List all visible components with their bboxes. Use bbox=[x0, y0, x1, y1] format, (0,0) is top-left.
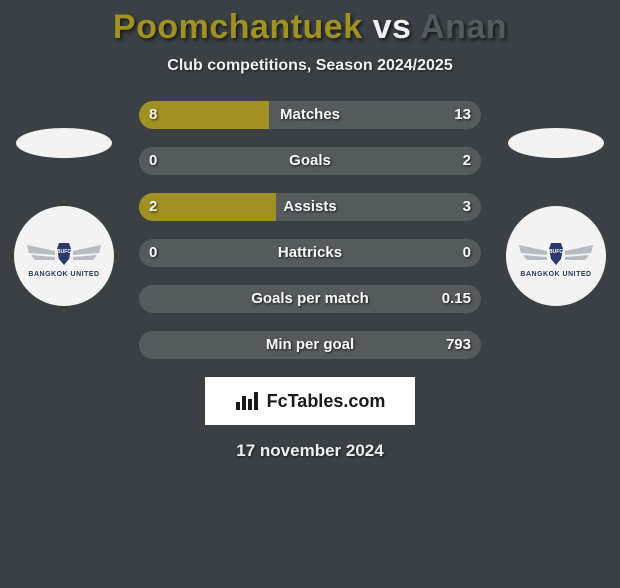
stat-row: 23Assists bbox=[139, 193, 481, 221]
title-vs: vs bbox=[363, 8, 420, 46]
player1-club-badge: BUFC BANGKOK UNITED bbox=[14, 206, 114, 306]
stat-label: Goals per match bbox=[139, 285, 481, 313]
player2-avatar bbox=[508, 128, 604, 158]
stats-container: 813Matches 02Goals 23Assists 00Hattricks 0.1… bbox=[139, 101, 481, 359]
stat-label: Min per goal bbox=[139, 331, 481, 359]
branding-text: FcTables.com bbox=[267, 391, 386, 412]
title: Poomchantuek vs Anan bbox=[0, 8, 620, 47]
svg-text:BUFC: BUFC bbox=[57, 249, 71, 255]
player-right-column: BUFC BANGKOK UNITED bbox=[506, 128, 606, 306]
wings-icon: BUFC bbox=[25, 235, 103, 269]
player1-club-name: BANGKOK UNITED bbox=[28, 271, 99, 278]
stat-label: Matches bbox=[139, 101, 481, 129]
wings-icon: BUFC bbox=[517, 235, 595, 269]
branding-box: FcTables.com bbox=[205, 377, 415, 425]
stat-row: 793Min per goal bbox=[139, 331, 481, 359]
player1-avatar bbox=[16, 128, 112, 158]
date: 17 november 2024 bbox=[0, 441, 620, 461]
stat-label: Goals bbox=[139, 147, 481, 175]
stat-row: 02Goals bbox=[139, 147, 481, 175]
stat-row: 0.15Goals per match bbox=[139, 285, 481, 313]
player2-club-name: BANGKOK UNITED bbox=[520, 271, 591, 278]
stat-row: 813Matches bbox=[139, 101, 481, 129]
title-player2: Anan bbox=[420, 8, 507, 46]
stat-label: Assists bbox=[139, 193, 481, 221]
bars-icon bbox=[235, 390, 261, 412]
player2-club-badge: BUFC BANGKOK UNITED bbox=[506, 206, 606, 306]
svg-text:BUFC: BUFC bbox=[549, 249, 563, 255]
comparison-card: Poomchantuek vs Anan Club competitions, … bbox=[0, 8, 620, 588]
subtitle: Club competitions, Season 2024/2025 bbox=[0, 57, 620, 75]
stat-label: Hattricks bbox=[139, 239, 481, 267]
title-player1: Poomchantuek bbox=[113, 8, 363, 46]
player-left-column: BUFC BANGKOK UNITED bbox=[14, 128, 114, 306]
stat-row: 00Hattricks bbox=[139, 239, 481, 267]
